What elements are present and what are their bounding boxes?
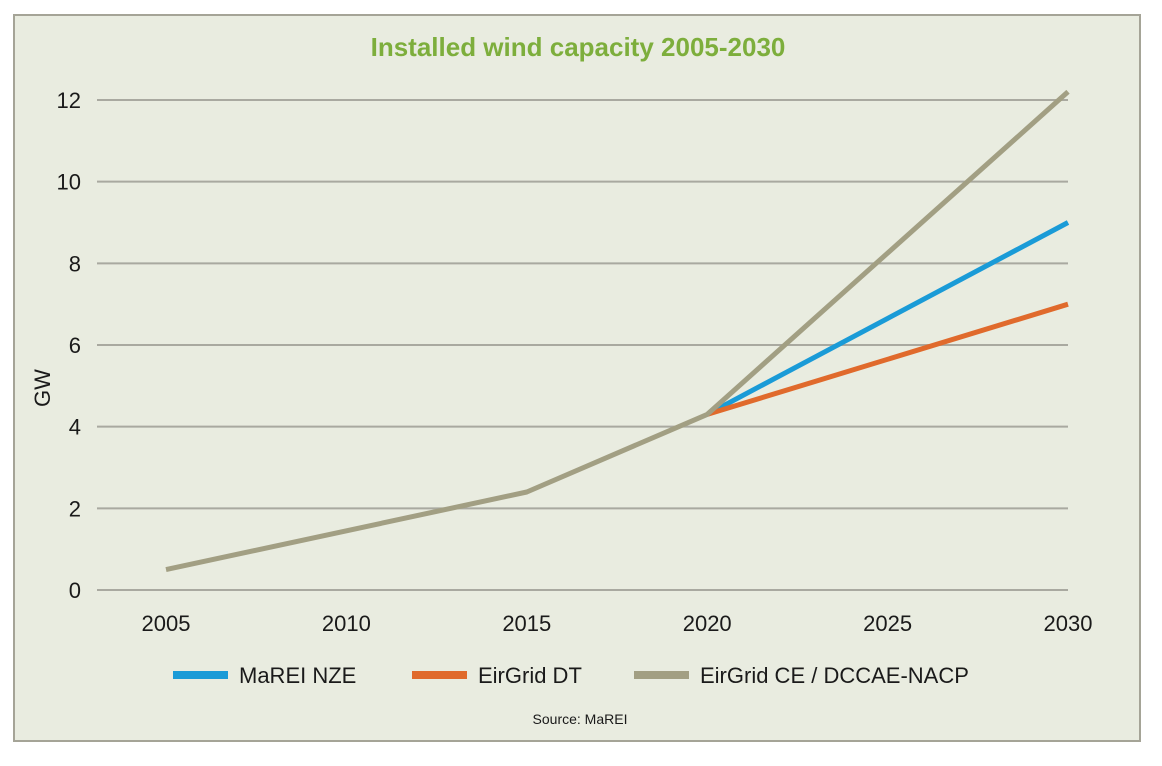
x-tick-label: 2030 — [1044, 611, 1093, 636]
legend-label: EirGrid DT — [478, 663, 582, 688]
legend: MaREI NZE EirGrid DT EirGrid CE / DCCAE-NA… — [173, 663, 969, 688]
chart-frame — [13, 14, 1141, 742]
series-line-0 — [706, 220, 1070, 417]
series-line-1 — [706, 301, 1069, 417]
legend-swatch — [412, 671, 467, 679]
x-tick-labels: 2005 2010 2015 2020 2025 2030 — [142, 611, 1093, 636]
y-tick-labels: 0 2 4 6 8 10 12 — [57, 88, 81, 603]
y-tick-label: 2 — [69, 496, 81, 521]
source-note: Source: MaREI — [533, 711, 628, 727]
y-tick-label: 10 — [57, 170, 81, 195]
x-tick-label: 2010 — [322, 611, 371, 636]
grid-lines — [97, 99, 1068, 591]
x-tick-label: 2020 — [683, 611, 732, 636]
legend-label: MaREI NZE — [239, 663, 356, 688]
series-line-2 — [165, 89, 1070, 573]
y-tick-label: 4 — [69, 415, 81, 440]
legend-swatch — [634, 671, 689, 679]
legend-swatch — [173, 671, 228, 679]
x-tick-label: 2025 — [863, 611, 912, 636]
y-axis-label: GW — [30, 369, 55, 407]
x-tick-label: 2015 — [502, 611, 551, 636]
chart-title: Installed wind capacity 2005-2030 — [371, 32, 786, 62]
y-tick-label: 0 — [69, 578, 81, 603]
x-tick-label: 2005 — [142, 611, 191, 636]
y-tick-label: 12 — [57, 88, 81, 113]
legend-label: EirGrid CE / DCCAE-NACP — [700, 663, 969, 688]
y-tick-label: 8 — [69, 251, 81, 276]
series-lines — [165, 89, 1070, 573]
y-tick-label: 6 — [69, 333, 81, 358]
